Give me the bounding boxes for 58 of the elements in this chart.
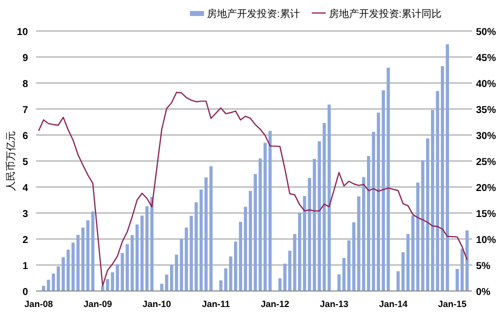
y-tick-label: 4 — [22, 183, 28, 194]
bar — [406, 234, 410, 291]
bar — [209, 166, 213, 291]
x-tick-label: Jan-10 — [142, 299, 172, 309]
y2-tick-label: 45% — [476, 53, 496, 64]
y2-tick-label: 15% — [476, 209, 496, 220]
bar — [436, 91, 440, 291]
y-tick-label: 7 — [22, 105, 28, 116]
bar — [446, 44, 449, 291]
y2-tick-label: 30% — [476, 131, 496, 142]
bar — [140, 216, 144, 291]
bar — [337, 274, 341, 291]
bar — [244, 206, 248, 291]
bar — [440, 66, 444, 291]
x-tick-label: Jan-11 — [202, 299, 230, 309]
bar — [204, 177, 208, 291]
bar — [302, 196, 306, 291]
y-tick-label: 8 — [22, 79, 28, 90]
y-tick-label: 9 — [22, 53, 28, 64]
y-tick-label: 3 — [22, 209, 28, 220]
x-tick-label: Jan-09 — [83, 299, 112, 309]
line-series — [38, 92, 468, 286]
y2-tick-label: 40% — [476, 79, 496, 90]
y2-tick-label: 25% — [476, 157, 496, 168]
bar — [372, 132, 376, 291]
bar — [376, 112, 380, 291]
bar — [401, 252, 405, 291]
bar — [76, 234, 80, 291]
y-tick-label: 6 — [22, 131, 28, 142]
bar — [110, 272, 114, 291]
y2-tick-label: 5% — [476, 261, 491, 272]
y-axis-title: 人民币万亿元 — [5, 131, 17, 191]
y-tick-label: 1 — [22, 261, 28, 272]
legend-label: 房地产开发投资:累计同比 — [328, 8, 442, 20]
bar — [238, 222, 242, 291]
y2-tick-label: 20% — [476, 183, 496, 194]
y2-tick-label: 35% — [476, 105, 496, 116]
y2-tick-label: 10% — [476, 235, 496, 246]
bar — [342, 258, 346, 291]
bar — [396, 271, 400, 291]
x-tick-label: Jan-15 — [438, 299, 467, 309]
y2-tick-label: 0% — [476, 287, 491, 298]
bar — [145, 206, 149, 291]
y-tick-label: 5 — [22, 157, 28, 168]
bar — [106, 279, 110, 291]
y-tick-label: 10 — [16, 27, 28, 38]
x-tick-label: Jan-12 — [260, 299, 290, 309]
bar — [308, 178, 312, 291]
bar — [180, 238, 184, 291]
x-tick-label: Jan-08 — [24, 299, 53, 309]
y-tick-label: 0 — [22, 287, 28, 298]
bar — [174, 254, 178, 291]
y2-tick-label: 50% — [476, 27, 496, 38]
bar — [81, 228, 85, 291]
x-tick-label: Jan-13 — [320, 299, 348, 309]
legend-label: 房地产开发投资:累计 — [207, 8, 300, 20]
x-tick-label: Jan-14 — [378, 299, 408, 309]
y-tick-label: 2 — [22, 235, 28, 246]
